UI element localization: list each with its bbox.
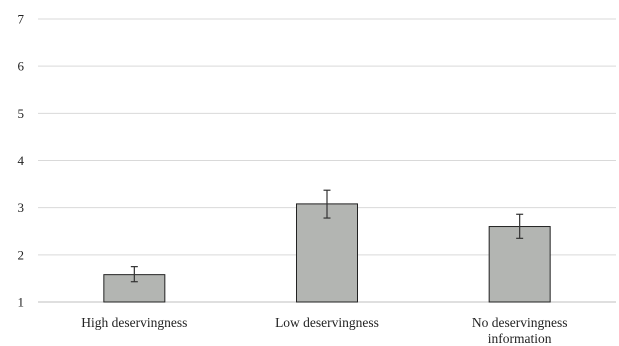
error-bars	[130, 189, 524, 283]
y-tick-label: 1	[18, 295, 25, 310]
bars	[103, 203, 551, 303]
y-tick-label: 7	[18, 12, 25, 27]
x-category-label: No deservingness information	[472, 315, 568, 346]
y-axis-tick-labels: 1 2 3 4 5 6 7	[18, 12, 25, 310]
y-tick-label: 5	[18, 106, 25, 121]
bar	[296, 203, 358, 303]
x-category-label: High deservingness	[81, 315, 187, 330]
error-bar	[130, 266, 138, 283]
y-tick-label: 3	[18, 200, 25, 215]
error-bar	[323, 189, 331, 219]
y-tick-label: 4	[18, 153, 25, 168]
y-tick-label: 6	[18, 59, 25, 74]
error-bar	[516, 213, 524, 239]
x-category-label: Low deservingness	[275, 315, 379, 330]
x-axis-category-labels: High deservingness Low deservingness No de…	[81, 315, 567, 346]
y-tick-label: 2	[18, 247, 25, 262]
bar	[488, 226, 551, 303]
